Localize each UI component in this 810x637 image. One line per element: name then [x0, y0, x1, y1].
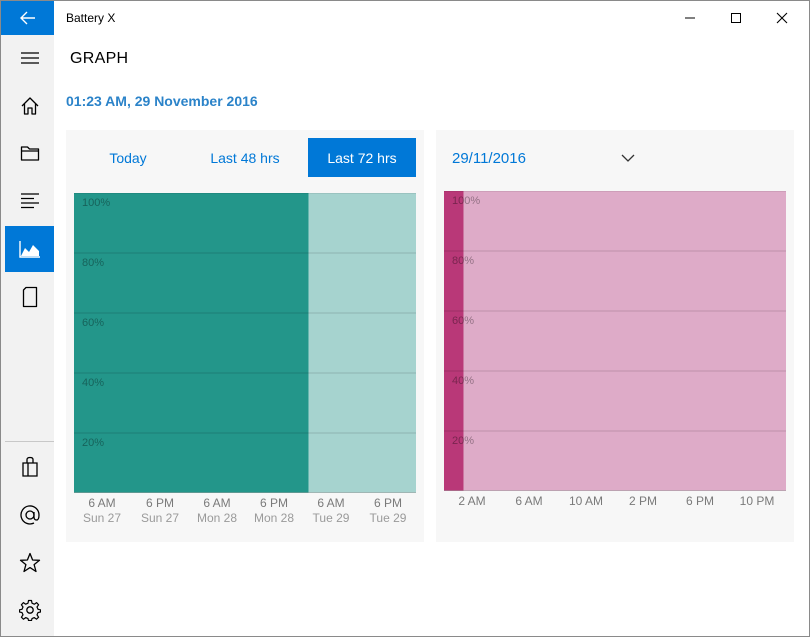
x-tick-label: 6 AM Sun 27 [74, 496, 130, 526]
x-tick-time: 6 PM [259, 496, 288, 510]
tab-today[interactable]: Today [109, 149, 147, 166]
battery-area-segment [308, 193, 416, 493]
at-icon [19, 505, 40, 525]
hamburger-icon [20, 52, 39, 64]
maximize-icon [731, 13, 741, 23]
home-icon [21, 97, 38, 115]
x-tick-label: 2 PM [628, 494, 657, 508]
x-tick-label: 10 AM [568, 494, 604, 508]
history-panel: Today Last 48 hrs Last 72 hrs 20% 40% 60% 8… [66, 130, 424, 542]
x-tick-label: 10 PM [739, 494, 775, 508]
sidebar-item-settings[interactable] [5, 587, 54, 633]
y-tick-label: 20% [82, 437, 104, 449]
x-tick-label: 6 PM Mon 28 [246, 496, 302, 526]
minimize-button[interactable] [667, 1, 713, 35]
page-title: GRAPH [70, 50, 129, 67]
y-tick-label: 40% [82, 377, 104, 389]
sidebar-divider [5, 441, 54, 442]
x-tick-day: Sun 27 [140, 511, 180, 525]
y-tick-label: 40% [452, 375, 474, 387]
menu-button[interactable] [5, 35, 54, 81]
minimize-icon [685, 17, 695, 19]
sidebar-item-folder[interactable] [5, 130, 54, 176]
chevron-down-icon[interactable] [620, 150, 636, 166]
x-tick-label: 6 PM Tue 29 [360, 496, 416, 526]
date-dropdown[interactable]: 29/11/2016 [452, 150, 526, 167]
x-tick-label: 6 AM [515, 494, 543, 508]
area-chart-icon [18, 241, 40, 258]
sidebar-item-home[interactable] [5, 83, 54, 129]
y-tick-label: 100% [82, 197, 110, 209]
y-tick-label: 80% [82, 257, 104, 269]
battery-area-segment [74, 193, 309, 493]
x-tick-day: Mon 28 [196, 511, 238, 525]
x-tick-label: 6 AM Mon 28 [189, 496, 245, 526]
sidebar-item-device[interactable] [5, 274, 54, 320]
close-button[interactable] [759, 1, 805, 35]
x-tick-time: 6 AM [88, 496, 116, 510]
battery-chart-72h: 20% 40% 60% 80% 100% [74, 193, 416, 493]
x-tick-label: 6 PM Sun 27 [132, 496, 188, 526]
sidebar-item-store[interactable] [5, 444, 54, 490]
battery-area-segment [444, 191, 464, 491]
gear-icon [18, 599, 41, 621]
back-arrow-icon [19, 11, 35, 25]
y-tick-label: 60% [452, 315, 474, 327]
x-tick-label: 6 AM Tue 29 [303, 496, 359, 526]
x-tick-day: Tue 29 [312, 511, 350, 525]
back-button[interactable] [1, 1, 54, 35]
y-tick-label: 20% [452, 435, 474, 447]
x-tick-time: 6 PM [145, 496, 174, 510]
sidebar [1, 35, 54, 636]
app-title: Battery X [66, 11, 116, 25]
close-icon [776, 12, 788, 24]
y-tick-label: 60% [82, 317, 104, 329]
sidebar-item-contact[interactable] [5, 492, 54, 538]
tab-last-48-hrs[interactable]: Last 48 hrs [210, 149, 280, 166]
x-tick-time: 6 PM [373, 496, 402, 510]
y-tick-label: 80% [452, 255, 474, 267]
x-tick-day: Sun 27 [82, 511, 122, 525]
sidebar-item-list[interactable] [5, 178, 54, 224]
folder-icon [20, 146, 39, 161]
tablet-icon [22, 286, 37, 308]
maximize-button[interactable] [713, 1, 759, 35]
sidebar-item-rate[interactable] [5, 540, 54, 586]
star-icon [19, 552, 40, 573]
sidebar-item-graph[interactable] [5, 226, 54, 272]
x-tick-time: 6 AM [203, 496, 231, 510]
battery-chart-day: 20% 40% 60% 80% 100% [444, 191, 786, 491]
x-tick-label: 6 PM [685, 494, 714, 508]
daily-panel: 29/11/2016 20% 40% 60% 80% 100% 2 AM 6 AM 10 A… [436, 130, 794, 542]
shopping-bag-icon [21, 456, 38, 477]
tab-last-72-hrs[interactable]: Last 72 hrs [308, 138, 416, 177]
y-tick-label: 100% [452, 195, 480, 207]
x-tick-day: Tue 29 [369, 511, 407, 525]
list-icon [20, 193, 39, 209]
current-datetime: 01:23 AM, 29 November 2016 [66, 93, 258, 109]
x-tick-day: Mon 28 [253, 511, 295, 525]
battery-area-segment [463, 191, 786, 491]
title-bar: Battery X [1, 1, 809, 35]
x-tick-label: 2 AM [458, 494, 486, 508]
x-tick-time: 6 AM [317, 496, 345, 510]
